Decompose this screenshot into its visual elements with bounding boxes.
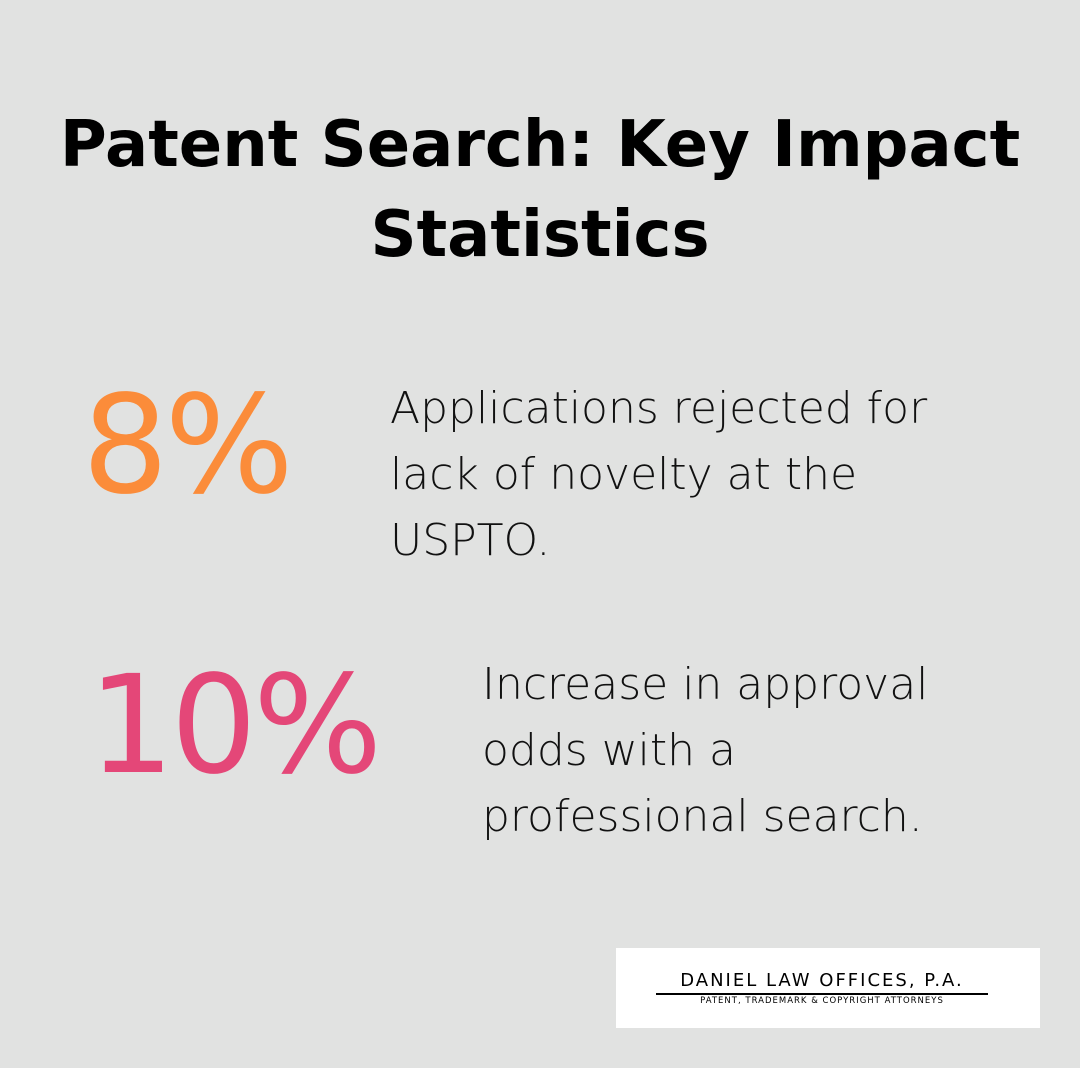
stat-value: 10% (88, 656, 378, 796)
logo: DANIEL LAW OFFICES, P.A. PATENT, TRADEMA… (616, 948, 1040, 1028)
stat-value: 8% (82, 376, 290, 516)
stat-text: Applications rejected for lack of novelt… (390, 376, 950, 574)
logo-name: DANIEL LAW OFFICES, P.A. (656, 970, 988, 995)
title: Patent Search: Key Impact Statistics (40, 100, 1040, 280)
stat-text: Increase in approval odds with a profess… (482, 652, 962, 850)
logo-tagline: PATENT, TRADEMARK & COPYRIGHT ATTORNEYS (656, 996, 988, 1006)
